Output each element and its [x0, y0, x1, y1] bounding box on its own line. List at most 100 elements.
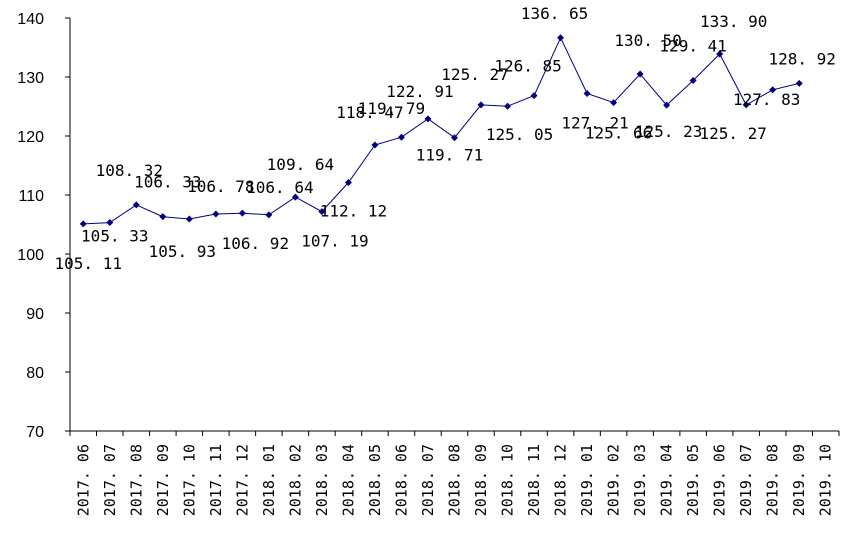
data-label: 109. 64	[267, 155, 334, 174]
data-label: 105. 11	[55, 254, 122, 273]
data-point	[424, 115, 432, 123]
data-label: 126. 85	[494, 57, 561, 76]
data-point	[689, 76, 697, 84]
x-tick-label: 2017. 06	[74, 444, 92, 516]
x-tick-label: 2018. 01	[260, 444, 278, 516]
x-tick-label: 2019. 03	[631, 444, 649, 516]
data-point	[212, 210, 220, 218]
x-axis-ticks: 2017. 06 2017. 07 2017. 08 2017. 09 2017. 10…	[69, 431, 840, 516]
data-point	[238, 209, 246, 217]
data-label: 107. 19	[301, 232, 368, 251]
data-label: 119. 79	[358, 99, 425, 118]
data-point	[504, 102, 512, 110]
data-point	[477, 101, 485, 109]
data-label: 127. 21	[561, 113, 628, 132]
data-label: 108. 32	[96, 161, 163, 180]
data-label: 125. 23	[635, 122, 702, 141]
data-label: 119. 71	[416, 146, 483, 165]
y-tick-label: 80	[26, 365, 44, 382]
x-tick-label: 2017. 10	[180, 444, 198, 516]
x-tick-label: 2018. 10	[499, 444, 517, 516]
data-point	[769, 86, 777, 94]
data-point	[636, 70, 644, 78]
x-tick-label: 2018. 08	[446, 444, 464, 516]
data-label: 125. 05	[486, 125, 553, 144]
data-label: 133. 90	[700, 12, 767, 31]
x-tick-label: 2019. 07	[737, 444, 755, 516]
x-tick-label: 2017. 08	[127, 444, 145, 516]
data-label: 127. 83	[733, 90, 800, 109]
data-point	[530, 92, 538, 100]
data-point	[344, 178, 352, 186]
axes	[69, 18, 839, 432]
data-point	[742, 101, 750, 109]
x-tick-label: 2018. 02	[286, 444, 304, 516]
data-label: 130. 50	[614, 31, 681, 50]
x-tick-label: 2018. 05	[366, 444, 384, 516]
series-markers	[79, 34, 803, 228]
data-point	[159, 213, 167, 221]
x-tick-label: 2017. 11	[207, 444, 225, 516]
data-label: 128. 92	[769, 49, 836, 68]
x-tick-label: 2019. 06	[711, 444, 729, 516]
data-point	[265, 211, 273, 219]
x-tick-label: 2018. 09	[472, 444, 490, 516]
data-point	[318, 208, 326, 216]
data-label: 106. 78	[187, 177, 254, 196]
x-tick-label: 2019. 08	[764, 444, 782, 516]
data-label: 105. 33	[81, 227, 148, 246]
x-tick-label: 2018. 03	[313, 444, 331, 516]
x-tick-label: 2018. 11	[525, 444, 543, 516]
data-label: 136. 65	[521, 4, 588, 23]
series-line	[83, 36, 800, 225]
data-point	[557, 34, 565, 42]
data-point	[371, 141, 379, 149]
y-tick-label: 140	[17, 11, 44, 28]
data-point	[79, 220, 87, 228]
x-tick-label: 2017. 12	[233, 444, 251, 516]
x-tick-label: 2017. 07	[101, 444, 119, 516]
data-point	[716, 50, 724, 58]
y-tick-label: 90	[26, 306, 44, 323]
x-tick-label: 2019. 05	[684, 444, 702, 516]
x-tick-label: 2019. 04	[658, 444, 676, 516]
x-tick-label: 2018. 06	[392, 444, 410, 516]
data-point	[795, 79, 803, 87]
data-label: 105. 93	[149, 242, 216, 261]
x-tick-label: 2019. 02	[605, 444, 623, 516]
y-tick-label: 110	[18, 188, 44, 205]
x-tick-label: 2018. 04	[339, 444, 357, 516]
y-tick-label: 100	[17, 247, 44, 264]
data-label: 118. 47	[336, 103, 403, 122]
data-point	[451, 134, 458, 142]
data-label: 106. 33	[134, 173, 201, 192]
data-label: 106. 92	[222, 234, 289, 253]
x-tick-label: 2019. 01	[578, 444, 596, 516]
data-point	[663, 101, 671, 109]
data-label: 106. 64	[246, 178, 313, 197]
data-label: 125. 66	[585, 124, 652, 143]
y-tick-label: 70	[26, 424, 44, 441]
x-tick-label: 2018. 12	[552, 444, 570, 516]
data-point	[132, 201, 140, 209]
data-point	[583, 89, 591, 97]
x-tick-label: 2019. 09	[790, 444, 808, 516]
data-point	[397, 133, 405, 141]
data-point	[106, 219, 114, 227]
data-point	[610, 99, 618, 107]
data-label: 125. 27	[441, 65, 508, 84]
data-label: 129. 41	[659, 36, 726, 55]
y-axis-ticks: 70 80 90 100 110 120 130 140	[17, 11, 70, 441]
data-label: 122. 91	[386, 82, 453, 101]
y-tick-label: 120	[17, 129, 44, 146]
data-point	[291, 193, 299, 201]
x-tick-label: 2018. 07	[419, 444, 437, 516]
data-label: 125. 27	[699, 124, 766, 143]
data-point	[185, 215, 193, 223]
data-label: 112. 12	[320, 201, 387, 220]
x-tick-label: 2017. 09	[154, 444, 172, 516]
y-tick-label: 130	[17, 70, 44, 87]
x-tick-label: 2019. 10	[817, 444, 835, 516]
